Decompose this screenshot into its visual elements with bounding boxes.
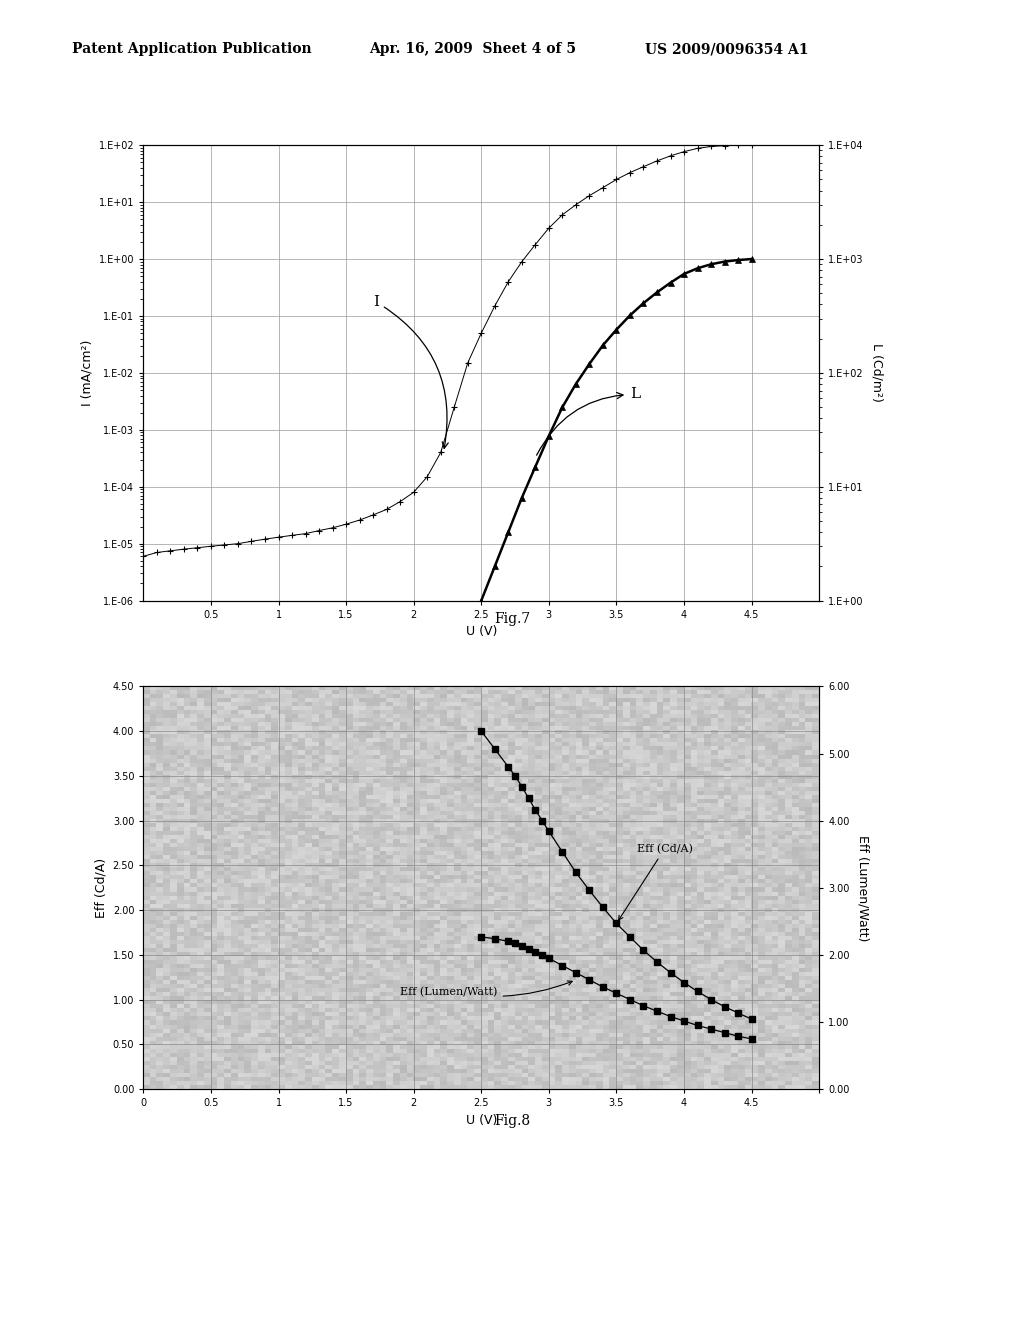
Text: I: I	[373, 294, 449, 449]
Text: Patent Application Publication: Patent Application Publication	[72, 42, 311, 57]
Y-axis label: I (mA/cm²): I (mA/cm²)	[80, 339, 93, 407]
Text: Eff (Cd/A): Eff (Cd/A)	[618, 843, 692, 920]
Text: US 2009/0096354 A1: US 2009/0096354 A1	[645, 42, 809, 57]
Y-axis label: Eff (Lumen/Watt): Eff (Lumen/Watt)	[856, 834, 869, 941]
Text: Eff (Lumen/Watt): Eff (Lumen/Watt)	[400, 981, 572, 997]
Text: Fig.7: Fig.7	[494, 612, 530, 626]
Text: Apr. 16, 2009  Sheet 4 of 5: Apr. 16, 2009 Sheet 4 of 5	[369, 42, 575, 57]
Text: L: L	[537, 387, 640, 455]
X-axis label: U (V): U (V)	[466, 1114, 497, 1126]
Text: Fig.8: Fig.8	[494, 1114, 530, 1127]
Y-axis label: Eff (Cd/A): Eff (Cd/A)	[94, 858, 108, 917]
Y-axis label: L (Cd/m²): L (Cd/m²)	[870, 343, 884, 403]
X-axis label: U (V): U (V)	[466, 626, 497, 638]
